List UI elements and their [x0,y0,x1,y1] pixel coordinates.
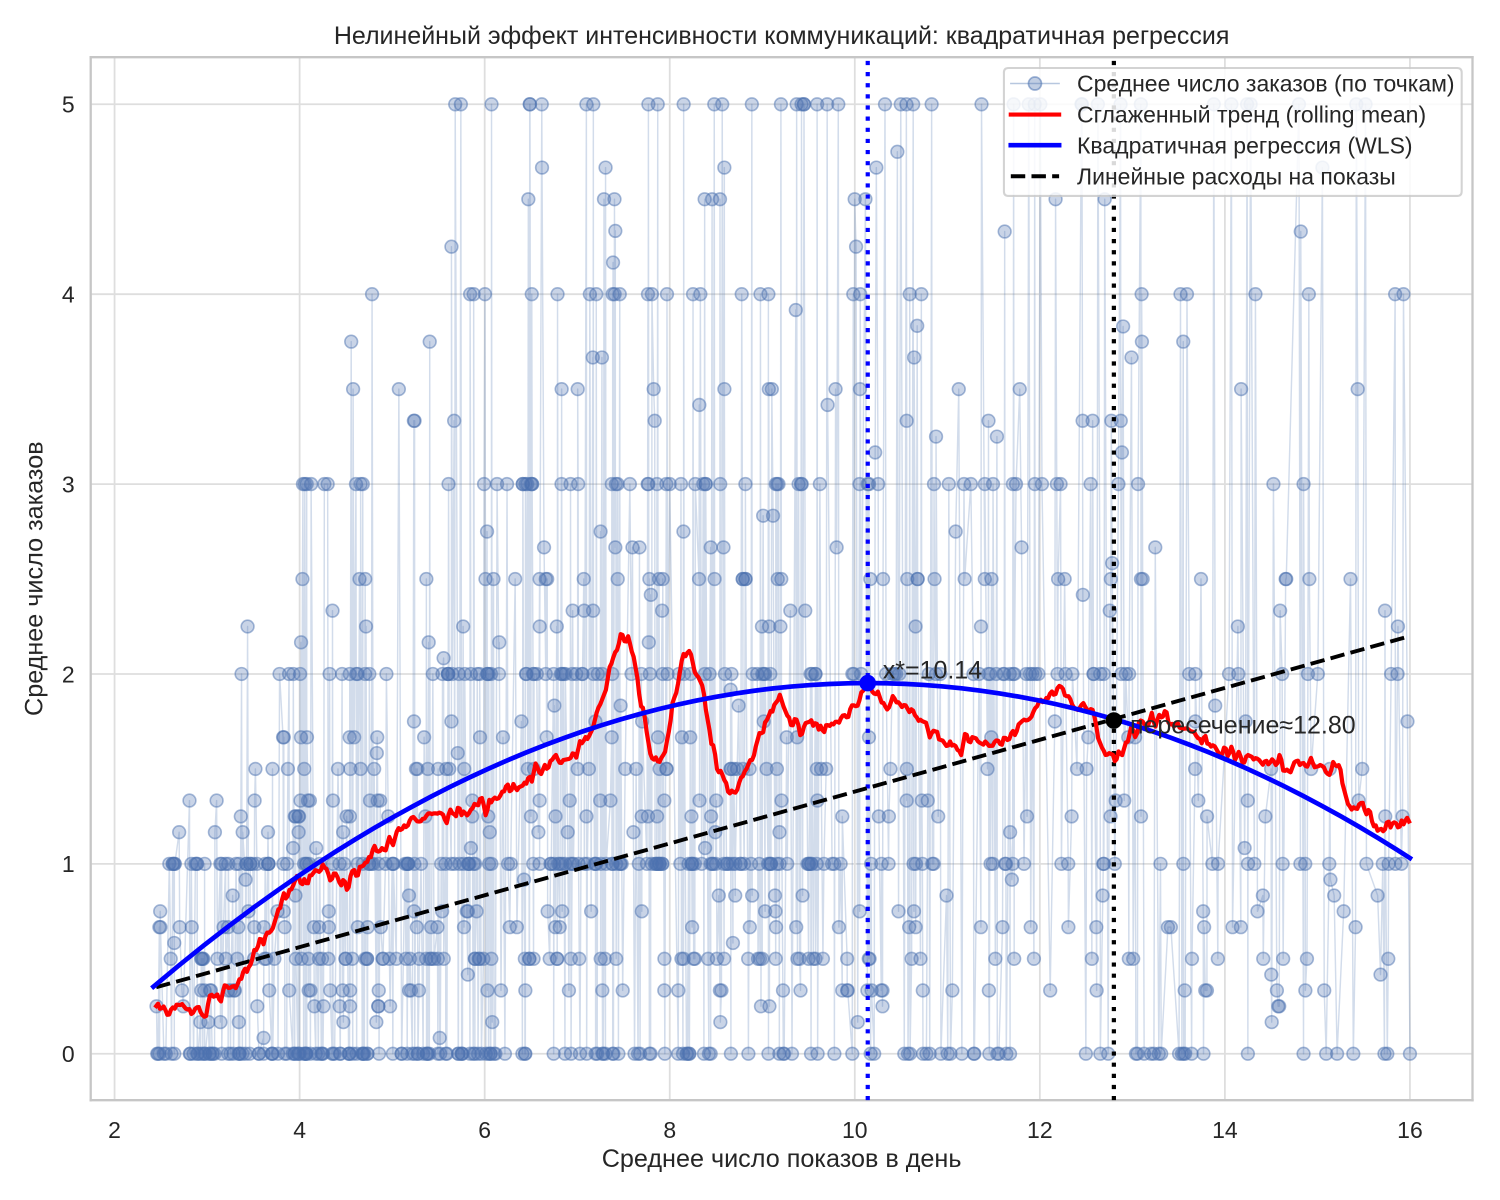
svg-text:Сглаженный тренд (rolling mean: Сглаженный тренд (rolling mean) [1077,102,1426,128]
svg-text:пересечение≈12.80: пересечение≈12.80 [1130,712,1356,740]
svg-text:Линейные расходы на показы: Линейные расходы на показы [1077,163,1396,189]
svg-text:1: 1 [62,851,75,877]
svg-text:10: 10 [842,1117,868,1143]
svg-text:12: 12 [1027,1117,1053,1143]
svg-text:6: 6 [478,1117,491,1143]
svg-text:2: 2 [62,661,75,687]
svg-text:2: 2 [108,1117,121,1143]
svg-text:8: 8 [663,1117,676,1143]
svg-text:14: 14 [1212,1117,1238,1143]
svg-text:Квадратичная регрессия (WLS): Квадратичная регрессия (WLS) [1077,132,1413,158]
svg-text:Нелинейный эффект интенсивност: Нелинейный эффект интенсивности коммуник… [334,22,1230,50]
svg-text:4: 4 [293,1117,306,1143]
svg-text:x*=10.14: x*=10.14 [883,657,982,685]
svg-text:Среднее число заказов: Среднее число заказов [21,441,49,716]
svg-text:Среднее число заказов (по точк: Среднее число заказов (по точкам) [1077,71,1455,97]
svg-text:3: 3 [62,471,75,497]
svg-text:0: 0 [62,1041,75,1067]
svg-text:5: 5 [62,92,75,118]
svg-text:Среднее число показов в день: Среднее число показов в день [602,1145,962,1173]
svg-text:4: 4 [62,282,75,308]
svg-text:16: 16 [1397,1117,1423,1143]
